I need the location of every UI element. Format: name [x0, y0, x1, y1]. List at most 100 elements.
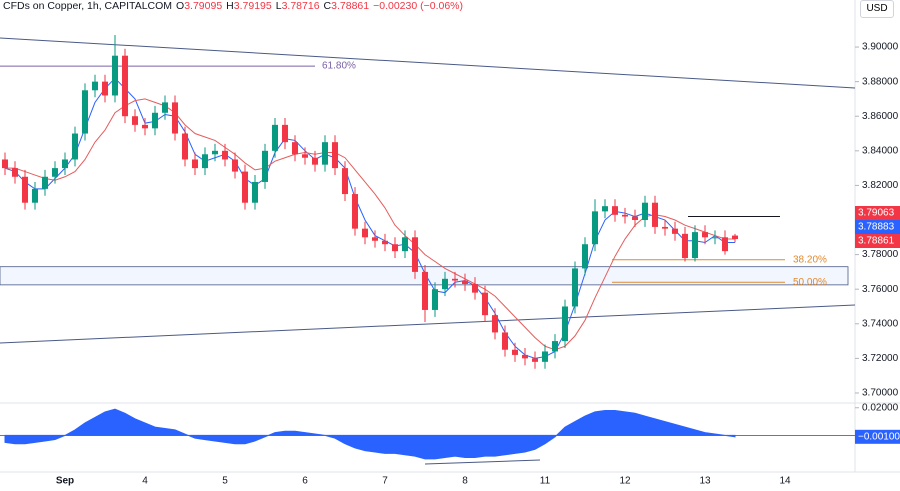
oscillator-area — [4, 408, 736, 460]
candle-body — [622, 214, 628, 217]
candle-body — [172, 102, 178, 134]
candle-body — [182, 133, 188, 160]
candle-body — [472, 284, 478, 293]
candle-body — [412, 237, 418, 272]
candle-body — [562, 306, 568, 342]
candle-body — [492, 315, 498, 333]
candle-body — [362, 228, 368, 238]
candle-body — [52, 168, 58, 177]
x-tick-label: 6 — [302, 476, 308, 487]
candle-body — [82, 90, 88, 134]
price-badge — [855, 206, 900, 220]
candle-body — [2, 159, 8, 169]
candle-body — [332, 142, 338, 169]
candle-body — [672, 228, 678, 234]
divergence-line — [424, 459, 541, 465]
price-badge — [855, 220, 900, 234]
candle-body — [632, 216, 638, 221]
candle-body — [162, 102, 168, 113]
y-tick-label: 3.76000 — [862, 284, 899, 295]
x-tick-label: 14 — [779, 476, 791, 487]
x-tick-label: 5 — [222, 476, 228, 487]
ohlc-item: O3.79095 — [176, 0, 222, 12]
candle-body — [372, 237, 378, 241]
candle-body — [132, 116, 138, 125]
candle-body — [142, 124, 148, 129]
y-tick-label: 3.84000 — [862, 145, 899, 156]
candle-body — [432, 289, 438, 310]
price-badge — [855, 234, 900, 248]
x-tick-label: 11 — [540, 476, 551, 487]
ohlc-item: L3.78716 — [276, 0, 320, 12]
x-tick-label: 12 — [619, 476, 631, 487]
candle-body — [582, 244, 588, 269]
candle-body — [42, 176, 48, 189]
candle-body — [452, 278, 458, 281]
candle-body — [342, 168, 348, 195]
candle-body — [652, 202, 658, 227]
candle-body — [422, 271, 428, 310]
trend-line — [0, 37, 856, 89]
y-tick-label: 3.86000 — [862, 111, 899, 122]
ohlc-item: H3.79195 — [226, 0, 272, 12]
ohlc-value: 3.79095 — [184, 0, 223, 12]
osc-badge-label: −0.00100 — [858, 431, 900, 442]
candle-body — [252, 181, 258, 203]
x-tick-label: Sep — [56, 476, 74, 487]
y-tick-label: 3.72000 — [862, 353, 899, 364]
candle-body — [242, 171, 248, 203]
legend: CFDs on Copper, 1h, CAPITALCOM O3.79095 H… — [3, 0, 463, 12]
candle-body — [12, 168, 18, 177]
moving-average — [5, 98, 735, 351]
candle-body — [382, 240, 388, 245]
candle-body — [302, 154, 308, 158]
candle-body — [202, 154, 208, 169]
candle-body — [22, 176, 28, 203]
trend-line — [0, 304, 856, 344]
candle-body — [192, 159, 198, 169]
candle-body — [62, 159, 68, 169]
fib-label: 61.80% — [322, 61, 356, 72]
candle-body — [322, 142, 328, 165]
candle-body — [32, 188, 38, 203]
candle-body — [312, 157, 318, 165]
candle-body — [682, 233, 688, 259]
ohlc-value: 3.78716 — [281, 0, 320, 12]
ohlc-key: C — [323, 0, 332, 12]
candle-body — [482, 292, 488, 316]
price-badge-label: 3.78861 — [858, 236, 895, 247]
y-tick-label: 3.74000 — [862, 318, 899, 329]
candle-body — [122, 55, 128, 117]
candle-body — [522, 354, 528, 359]
candle-body — [712, 237, 718, 239]
currency-button[interactable]: USD — [860, 0, 894, 18]
x-tick-label: 13 — [699, 476, 711, 487]
price-change: −0.00230 (−0.06%) — [373, 0, 464, 12]
price-badge-label: 3.79063 — [858, 208, 895, 219]
candle-body — [92, 81, 98, 91]
candle-body — [262, 150, 268, 182]
ohlc-key: H — [226, 0, 234, 12]
candle-body — [72, 133, 78, 160]
y-tick-label: 3.90000 — [862, 42, 899, 53]
candle-body — [222, 150, 228, 160]
candle-body — [542, 351, 548, 362]
ohlc-item: C3.78861 — [324, 0, 370, 12]
osc-badge — [855, 429, 900, 444]
x-tick-label: 7 — [382, 476, 388, 487]
candle-body — [662, 226, 668, 229]
candle-body — [702, 232, 708, 238]
candle-body — [642, 202, 648, 221]
candle-body — [532, 358, 538, 362]
ohlc-value: 3.79195 — [233, 0, 272, 12]
candle-body — [602, 206, 608, 212]
candle-body — [152, 112, 158, 129]
candle-body — [732, 235, 738, 240]
ohlc-value: 3.78861 — [331, 0, 370, 12]
candle-body — [392, 244, 398, 252]
candle-body — [722, 237, 728, 252]
fib-label: 38.20% — [793, 254, 827, 265]
y-tick-label: 3.82000 — [862, 180, 899, 191]
candle-body — [402, 237, 408, 252]
